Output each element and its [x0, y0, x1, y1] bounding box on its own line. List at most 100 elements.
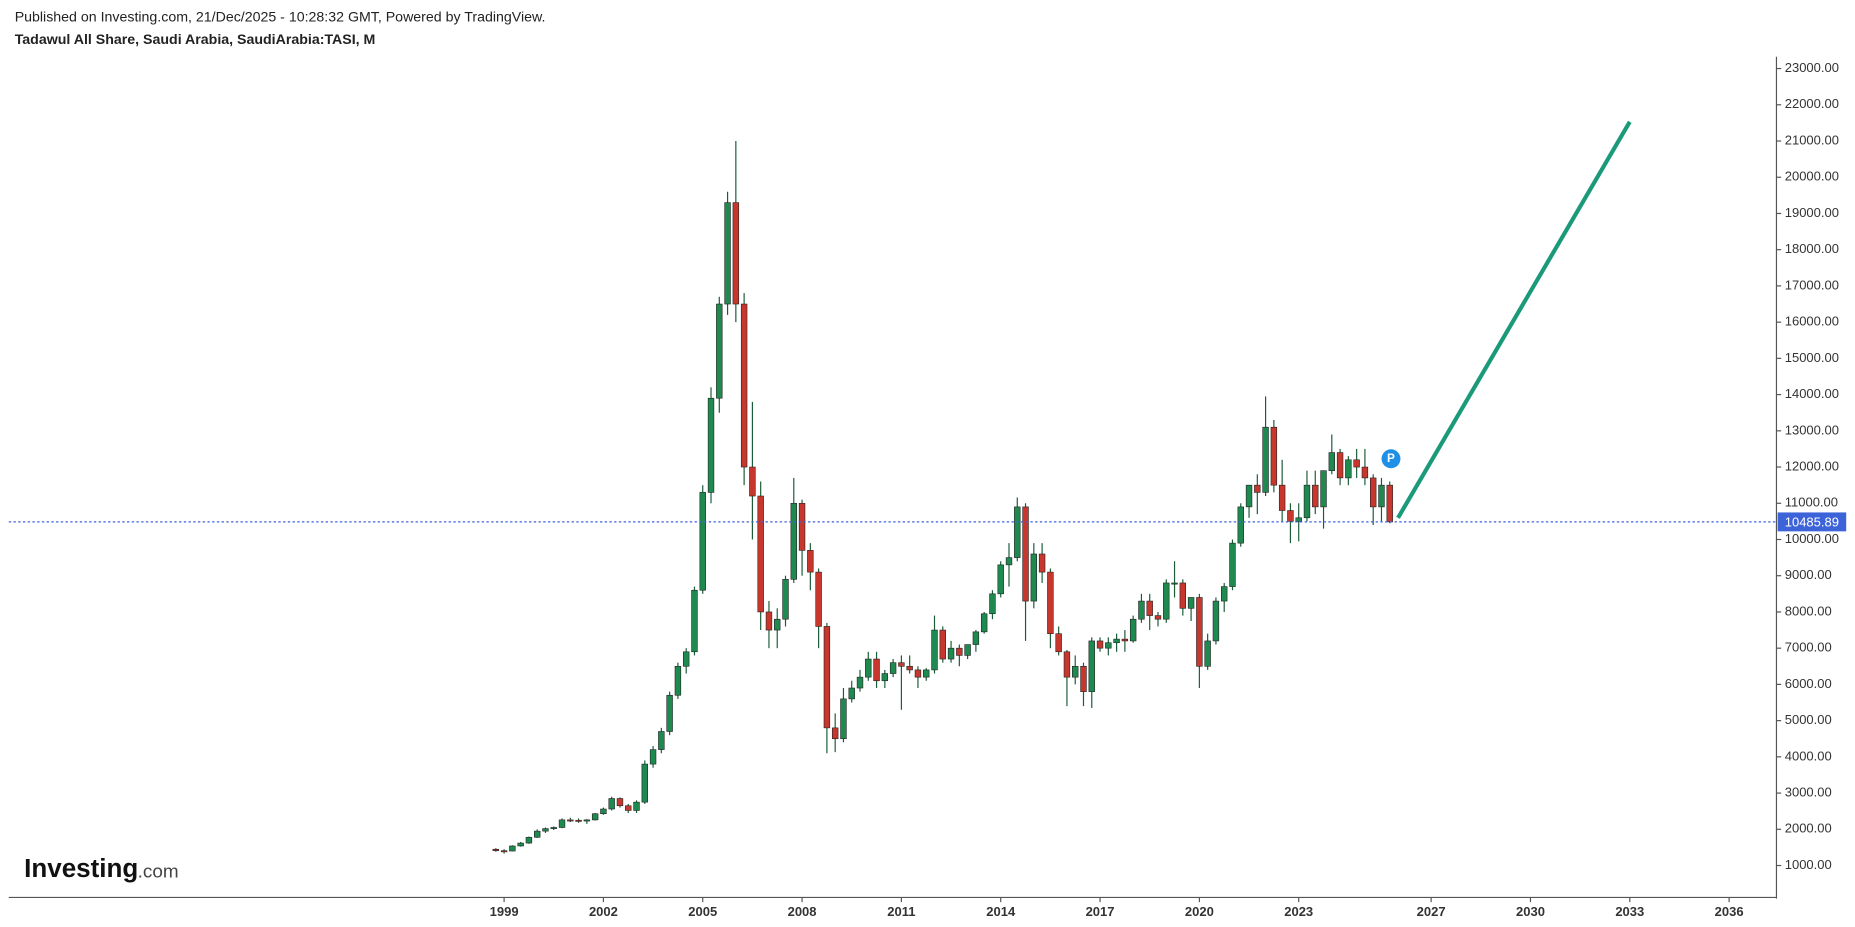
candle-body — [1072, 665, 1079, 678]
candle-body — [774, 618, 781, 631]
candle-body — [517, 842, 524, 847]
candle-body — [1096, 640, 1104, 649]
y-tick-label: 22000.00 — [1785, 96, 1839, 111]
x-tick-label: 2030 — [1516, 904, 1545, 919]
candle-body — [1221, 586, 1228, 602]
candle-body — [1138, 600, 1145, 620]
candle-body — [1154, 615, 1162, 620]
candle-body — [1055, 633, 1062, 653]
candle-body — [865, 658, 872, 678]
x-tick-label: 2036 — [1715, 904, 1744, 919]
candle-body — [1303, 484, 1311, 519]
candle-body — [956, 647, 963, 656]
candle-body — [964, 644, 971, 656]
candle-body — [873, 658, 880, 682]
candle-body — [740, 303, 748, 468]
y-tick-label: 14000.00 — [1785, 386, 1839, 401]
candle-body — [608, 798, 615, 810]
candle-body — [724, 202, 731, 305]
candle-body — [534, 830, 541, 838]
candle-body — [649, 749, 657, 765]
y-tick-label: 2000.00 — [1785, 821, 1832, 836]
x-tick-label: 2023 — [1284, 904, 1313, 919]
candle-body — [641, 763, 648, 803]
candle-body — [1022, 506, 1029, 602]
candle-body — [682, 651, 690, 667]
candle-body — [732, 202, 740, 305]
candle-body — [848, 687, 855, 700]
y-tick-label: 4000.00 — [1785, 748, 1832, 763]
candle-body — [509, 845, 516, 852]
x-tick-label: 2027 — [1417, 904, 1446, 919]
y-tick-label: 21000.00 — [1785, 132, 1839, 147]
logo-name: Investing — [24, 853, 138, 883]
candle-body — [1063, 651, 1071, 678]
candle-body — [707, 397, 715, 493]
candle-body — [1295, 517, 1302, 522]
candle-body — [749, 466, 756, 497]
candle-body — [1113, 638, 1120, 644]
trend-line — [1396, 120, 1632, 519]
candle-body — [542, 828, 549, 832]
candle-body — [1262, 426, 1269, 493]
candle-body — [691, 589, 698, 653]
candle-body — [856, 676, 864, 689]
candle-body — [807, 550, 814, 573]
candle-body — [914, 669, 922, 678]
candle-body — [575, 819, 582, 822]
candle-body — [633, 801, 640, 811]
y-tick-label: 5000.00 — [1785, 712, 1832, 727]
candle-body — [525, 836, 533, 844]
candle-body — [492, 848, 500, 851]
x-tick-label: 2005 — [688, 904, 717, 919]
candle-body — [1312, 484, 1319, 508]
candle-body — [1146, 600, 1153, 616]
candle-body — [815, 571, 822, 627]
candle-body — [666, 694, 673, 732]
candle-body — [1245, 484, 1253, 508]
candle-body — [1204, 640, 1211, 667]
published-note: Published on Investing.com, 21/Dec/2025 … — [15, 9, 546, 25]
y-tick-label: 8000.00 — [1785, 603, 1832, 618]
y-tick-label: 20000.00 — [1785, 169, 1839, 184]
candle-body — [1345, 459, 1352, 479]
candle-body — [757, 495, 764, 613]
candle-body — [558, 819, 566, 828]
y-tick-label: 1000.00 — [1785, 857, 1832, 872]
x-tick-label: 2011 — [887, 904, 915, 919]
price-label-box — [1777, 512, 1847, 532]
candle-body — [1212, 600, 1220, 642]
y-tick-label: 19000.00 — [1785, 205, 1839, 220]
logo-suffix: .com — [138, 862, 179, 883]
candle-body — [674, 665, 682, 696]
candle-body — [1014, 506, 1021, 558]
candle-body — [947, 647, 955, 660]
y-tick-label: 9000.00 — [1785, 567, 1832, 582]
y-tick-label: 23000.00 — [1785, 60, 1839, 75]
candle-body — [1229, 542, 1236, 587]
candle-body — [1088, 640, 1095, 692]
candle-body — [831, 727, 839, 740]
candle-body — [583, 819, 591, 822]
y-tick-label: 12000.00 — [1785, 458, 1839, 473]
candle-body — [600, 808, 607, 815]
marker — [1381, 449, 1401, 469]
candle-body — [699, 492, 706, 591]
y-tick-label: 3000.00 — [1785, 785, 1832, 800]
candle-body — [972, 631, 980, 645]
candle-body — [997, 564, 1004, 595]
y-tick-label: 10000.00 — [1785, 531, 1839, 546]
candle-body — [923, 669, 930, 678]
candle-body — [840, 698, 847, 740]
symbol-title: Tadawul All Share, Saudi Arabia, SaudiAr… — [15, 32, 376, 48]
x-tick-label: 2033 — [1615, 904, 1644, 919]
candle-body — [567, 819, 574, 822]
price-label: 10485.89 — [1785, 515, 1839, 530]
candle-body — [716, 303, 723, 399]
candle-body — [1254, 484, 1261, 493]
candle-body — [1237, 506, 1244, 544]
candle-body — [790, 502, 797, 580]
candle-body — [1038, 553, 1046, 573]
